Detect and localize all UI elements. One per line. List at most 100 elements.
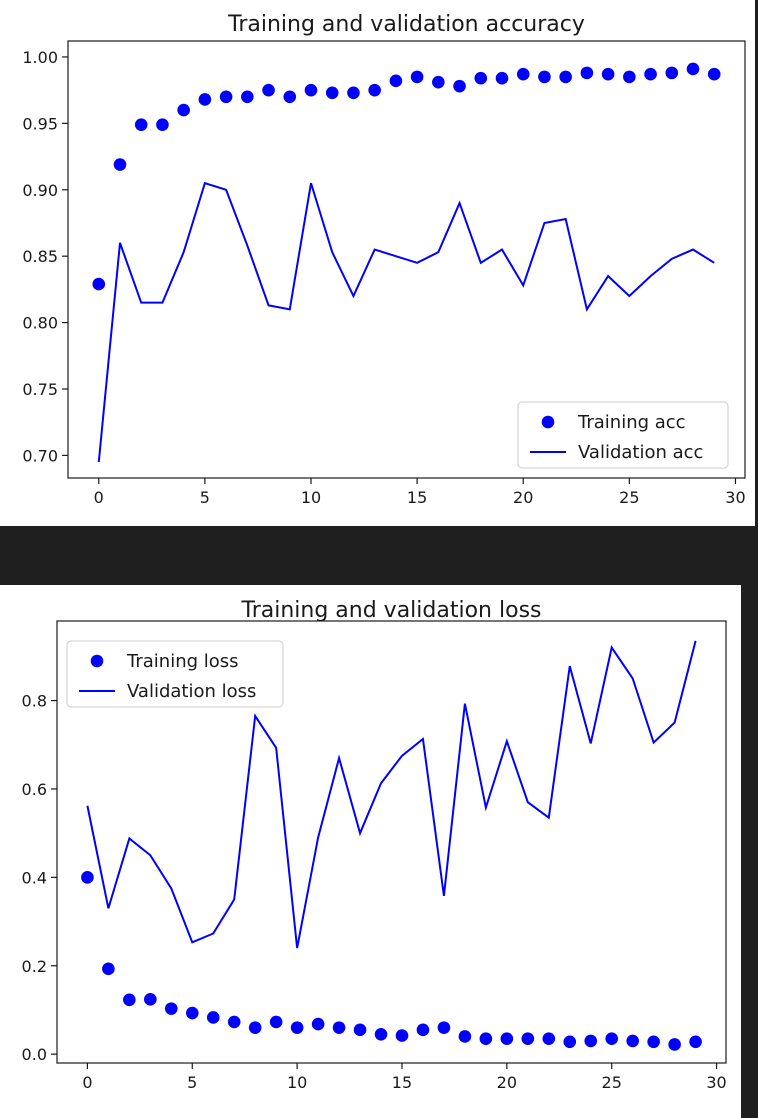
- x-tick-label: 30: [706, 1073, 726, 1092]
- legend-label: Training loss: [126, 651, 239, 672]
- training-point: [144, 993, 157, 1006]
- training-point: [185, 1006, 199, 1020]
- training-point: [453, 79, 466, 93]
- training-point: [123, 993, 136, 1007]
- training-point: [686, 62, 700, 76]
- training-point: [325, 86, 339, 100]
- y-tick-label: 0.2: [22, 957, 47, 976]
- training-point: [389, 74, 403, 88]
- training-point: [206, 1011, 220, 1024]
- accuracy-chart: Training and validation accuracy 0 5 10 15 20…: [22, 12, 746, 507]
- loss-chart-panel: Training and validation loss 0 5 10 15 20 25 30…: [0, 585, 741, 1118]
- legend-label: Validation loss: [127, 681, 256, 702]
- training-point: [668, 1038, 681, 1051]
- training-point: [395, 1029, 409, 1042]
- x-tick-label: 20: [497, 1073, 517, 1092]
- training-point: [219, 90, 233, 104]
- x-tick-label: 5: [200, 488, 210, 507]
- x-tick-label: 25: [619, 488, 639, 507]
- training-point: [262, 83, 275, 97]
- y-tick-label: 1.00: [22, 48, 58, 67]
- training-point: [368, 83, 381, 97]
- y-tick-label: 0.95: [22, 114, 58, 133]
- validation-line: [86, 640, 697, 949]
- training-point: [332, 1021, 346, 1034]
- x-tick-label: 20: [513, 488, 533, 507]
- training-point: [269, 1015, 283, 1029]
- chart-title: Training and validation accuracy: [227, 12, 585, 37]
- training-point: [479, 1032, 493, 1045]
- training-point: [500, 1032, 514, 1045]
- y-tick-label: 0.75: [22, 380, 58, 399]
- x-tick-label: 15: [392, 1073, 412, 1092]
- accuracy-chart-panel: Training and validation accuracy 0 5 10 15 20…: [0, 0, 755, 526]
- training-point: [164, 1002, 178, 1015]
- training-point: [559, 70, 572, 84]
- training-point: [689, 1035, 702, 1049]
- legend-label: Training acc: [577, 412, 686, 433]
- training-point: [542, 1032, 556, 1045]
- training-point: [241, 90, 254, 104]
- y-tick-label: 0.85: [22, 247, 58, 266]
- legend-box: [66, 640, 284, 708]
- training-point: [290, 1021, 304, 1034]
- legend-label: Validation acc: [578, 442, 703, 463]
- y-tick-label: 0.8: [22, 692, 47, 711]
- training-point: [353, 1023, 367, 1037]
- legend-box: [517, 401, 729, 469]
- training-point: [521, 1032, 535, 1045]
- training-point: [311, 1017, 325, 1031]
- training-point: [584, 1034, 598, 1048]
- legend-marker-dot: [90, 654, 104, 668]
- x-tick-label: 10: [287, 1073, 307, 1092]
- training-point: [198, 93, 212, 106]
- training-point: [347, 86, 360, 100]
- training-point: [538, 70, 551, 84]
- x-tick-label: 30: [725, 488, 745, 507]
- training-point: [304, 83, 318, 97]
- training-point: [707, 67, 721, 81]
- x-tick-label: 15: [407, 488, 427, 507]
- training-point: [113, 158, 127, 171]
- y-tick-label: 0.80: [22, 314, 58, 333]
- x-tick-label: 0: [82, 1073, 92, 1092]
- y-tick-label: 0.4: [22, 868, 47, 887]
- training-point: [495, 71, 509, 85]
- training-point: [623, 70, 636, 84]
- loss-chart: Training and validation loss 0 5 10 15 20 25 30…: [22, 598, 727, 1092]
- training-point: [458, 1030, 472, 1043]
- training-point: [283, 90, 297, 104]
- training-point: [432, 75, 445, 89]
- training-point: [563, 1035, 577, 1049]
- x-tick-label: 0: [94, 488, 104, 507]
- training-point: [92, 277, 106, 291]
- training-point: [248, 1021, 262, 1034]
- training-point: [647, 1035, 660, 1049]
- training-point: [156, 118, 169, 131]
- training-point: [665, 66, 679, 80]
- training-point: [601, 67, 615, 81]
- training-point: [580, 66, 594, 80]
- x-tick-label: 5: [187, 1073, 197, 1092]
- training-point: [81, 871, 94, 884]
- chart-title: Training and validation loss: [241, 598, 542, 623]
- training-point: [516, 67, 530, 81]
- axes-frame: [67, 40, 746, 479]
- training-point: [474, 71, 488, 85]
- training-point: [102, 962, 115, 976]
- training-point: [410, 70, 424, 84]
- x-tick-label: 25: [602, 1073, 622, 1092]
- axes-frame: [56, 620, 727, 1064]
- y-tick-label: 0.0: [22, 1045, 47, 1064]
- y-tick-label: 0.70: [22, 446, 58, 465]
- training-point: [374, 1027, 388, 1041]
- x-tick-label: 10: [301, 488, 321, 507]
- validation-line: [97, 181, 715, 463]
- training-point: [227, 1015, 241, 1029]
- training-point: [134, 118, 148, 131]
- training-point: [416, 1023, 430, 1037]
- training-point: [626, 1034, 639, 1048]
- y-tick-label: 0.90: [22, 181, 58, 200]
- training-point: [177, 103, 190, 117]
- training-point: [644, 67, 657, 81]
